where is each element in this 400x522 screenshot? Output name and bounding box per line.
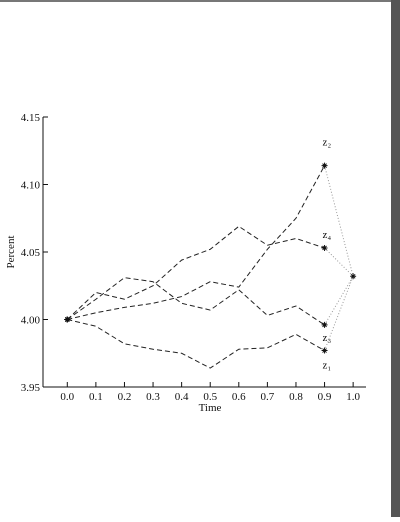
x-tick-label: 0.0 — [60, 391, 74, 403]
y-tick-label: 4.15 — [21, 112, 41, 124]
x-tick-label: 0.4 — [175, 391, 189, 403]
series-line — [67, 277, 325, 326]
series-label: z₃ — [323, 332, 332, 344]
x-tick-label: 0.2 — [118, 391, 132, 403]
series-label: z₂ — [323, 137, 332, 149]
terminal-connector — [324, 276, 354, 351]
scan-edge — [0, 0, 400, 2]
terminal-connector — [324, 247, 354, 277]
terminal-connector — [324, 165, 354, 277]
terminal-marker — [350, 273, 357, 280]
x-tick-label: 0.9 — [318, 391, 332, 403]
end-marker — [321, 244, 328, 251]
x-tick-label: 1.0 — [346, 391, 360, 403]
end-marker — [321, 162, 328, 169]
series-line — [67, 165, 325, 320]
x-tick-label: 0.1 — [89, 391, 103, 403]
x-tick-label: 0.6 — [232, 391, 246, 403]
y-tick-label: 3.95 — [21, 382, 41, 394]
terminal-connector — [324, 276, 354, 326]
y-tick-label: 4.00 — [21, 315, 41, 327]
series-label: z₄ — [323, 229, 332, 241]
y-tick-label: 4.05 — [21, 247, 41, 259]
y-tick-label: 4.10 — [21, 180, 41, 192]
x-axis-label: Time — [199, 402, 222, 414]
x-tick-label: 0.8 — [289, 391, 303, 403]
series-line — [67, 319, 325, 369]
end-marker — [321, 347, 328, 354]
series-line — [66, 225, 325, 320]
series-label: z₁ — [323, 360, 332, 372]
x-tick-label: 0.7 — [261, 391, 275, 403]
start-marker — [64, 316, 71, 323]
scan-edge — [391, 0, 400, 517]
x-tick-label: 0.5 — [203, 391, 217, 403]
y-axis-label: Percent — [5, 236, 17, 269]
end-marker — [321, 321, 328, 328]
x-tick-label: 0.3 — [146, 391, 160, 403]
